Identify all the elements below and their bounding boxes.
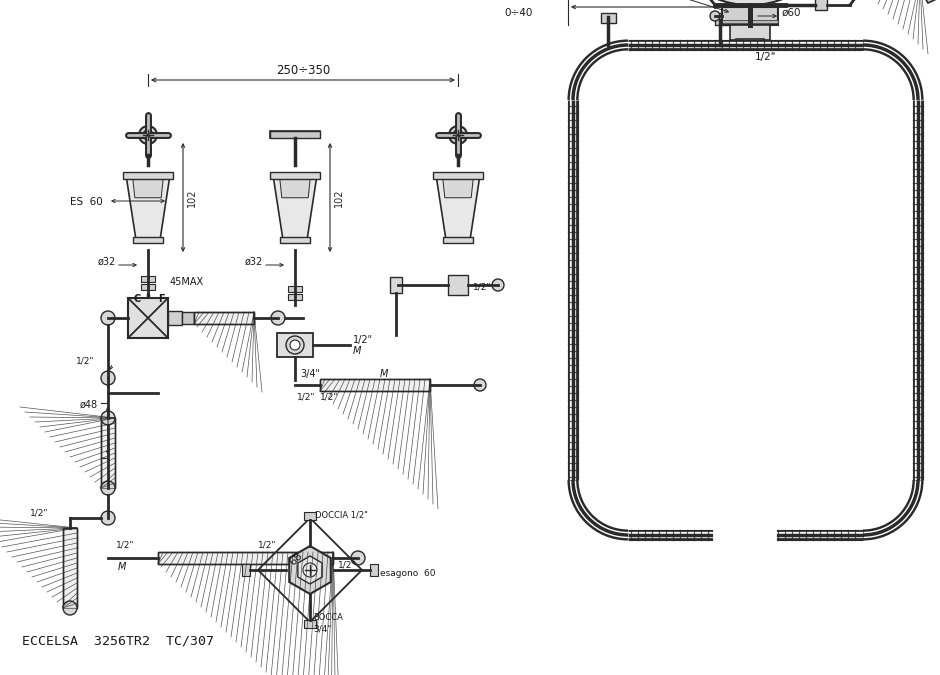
Bar: [277, 333, 313, 357]
Bar: [815, 0, 827, 10]
Text: 1/2": 1/2": [258, 541, 276, 550]
Text: 250÷350: 250÷350: [275, 64, 330, 77]
Text: 3/4": 3/4": [300, 369, 320, 379]
Polygon shape: [920, 0, 940, 3]
Bar: [722, 7, 778, 25]
Text: M: M: [380, 369, 388, 379]
Bar: [722, 20, 778, 23]
Circle shape: [101, 481, 115, 495]
Text: 102: 102: [334, 188, 344, 207]
Bar: [288, 286, 302, 292]
Text: ø60: ø60: [782, 8, 802, 18]
Bar: [158, 552, 333, 564]
Bar: [270, 172, 320, 179]
Circle shape: [474, 379, 486, 391]
Text: F: F: [158, 294, 164, 304]
Polygon shape: [298, 556, 322, 584]
Bar: [141, 284, 155, 290]
Circle shape: [351, 551, 365, 565]
Text: ES  60: ES 60: [70, 197, 102, 207]
Circle shape: [271, 311, 285, 325]
Polygon shape: [436, 175, 480, 240]
Bar: [280, 237, 310, 243]
Circle shape: [290, 340, 300, 350]
Text: 1/2": 1/2": [353, 335, 373, 345]
Text: ø48: ø48: [80, 400, 98, 410]
Text: DOCCIA 1/2": DOCCIA 1/2": [315, 511, 368, 520]
Bar: [63, 528, 77, 608]
Text: ECCELSA  3256TR2  TC/307: ECCELSA 3256TR2 TC/307: [22, 635, 214, 648]
Circle shape: [63, 601, 77, 615]
Circle shape: [710, 11, 720, 21]
Ellipse shape: [700, 0, 800, 5]
Text: 1/2": 1/2": [30, 508, 49, 517]
Text: 1/2": 1/2": [116, 541, 134, 550]
Bar: [182, 312, 194, 324]
Bar: [304, 512, 316, 520]
Text: M: M: [118, 562, 126, 572]
Text: 1/2": 1/2": [297, 393, 316, 402]
Circle shape: [453, 130, 463, 140]
Bar: [63, 528, 77, 608]
Bar: [158, 552, 333, 564]
Bar: [141, 276, 155, 282]
Text: M: M: [353, 346, 361, 356]
Text: ø32: ø32: [98, 257, 117, 267]
Circle shape: [101, 311, 115, 325]
Text: 1/2": 1/2": [320, 392, 338, 401]
Bar: [433, 172, 483, 179]
Circle shape: [143, 130, 153, 140]
Bar: [123, 172, 173, 179]
Bar: [128, 298, 168, 338]
Circle shape: [449, 126, 467, 144]
Polygon shape: [126, 175, 170, 240]
Bar: [101, 418, 115, 488]
Text: 45MAX: 45MAX: [170, 277, 204, 287]
Text: BOCCA: BOCCA: [313, 613, 343, 622]
Bar: [133, 237, 163, 243]
Bar: [320, 379, 430, 391]
Polygon shape: [290, 546, 331, 594]
Bar: [370, 564, 378, 576]
Circle shape: [303, 563, 317, 577]
Text: 1/2": 1/2": [755, 52, 776, 62]
Polygon shape: [279, 177, 310, 198]
Text: 3/4": 3/4": [313, 625, 332, 634]
Circle shape: [139, 126, 157, 144]
Bar: [730, 25, 770, 40]
Polygon shape: [270, 131, 320, 138]
Circle shape: [101, 371, 115, 385]
Bar: [448, 275, 468, 295]
Text: 1/2": 1/2": [473, 283, 492, 292]
Polygon shape: [273, 175, 317, 240]
Bar: [320, 379, 430, 391]
Bar: [288, 294, 302, 300]
Bar: [390, 277, 402, 293]
Bar: [304, 620, 316, 628]
Bar: [194, 312, 254, 324]
Text: 1/2": 1/2": [76, 356, 95, 365]
Circle shape: [492, 279, 504, 291]
Polygon shape: [443, 177, 474, 198]
Circle shape: [101, 411, 115, 425]
Text: C: C: [133, 294, 140, 304]
Text: 68: 68: [288, 550, 306, 567]
Bar: [736, 39, 764, 49]
Bar: [168, 311, 182, 325]
Text: 102: 102: [187, 188, 197, 207]
Bar: [270, 131, 320, 138]
Text: 1/2": 1/2": [338, 560, 356, 569]
Text: ø32: ø32: [245, 257, 263, 267]
Circle shape: [101, 511, 115, 525]
Bar: [194, 312, 254, 324]
Bar: [242, 564, 250, 576]
Bar: [443, 237, 473, 243]
Text: esagono  60: esagono 60: [380, 569, 435, 578]
Text: 0÷40: 0÷40: [505, 8, 533, 18]
Bar: [101, 418, 115, 488]
Bar: [601, 13, 616, 23]
Bar: [715, 13, 730, 25]
Circle shape: [286, 336, 304, 354]
Polygon shape: [133, 177, 164, 198]
